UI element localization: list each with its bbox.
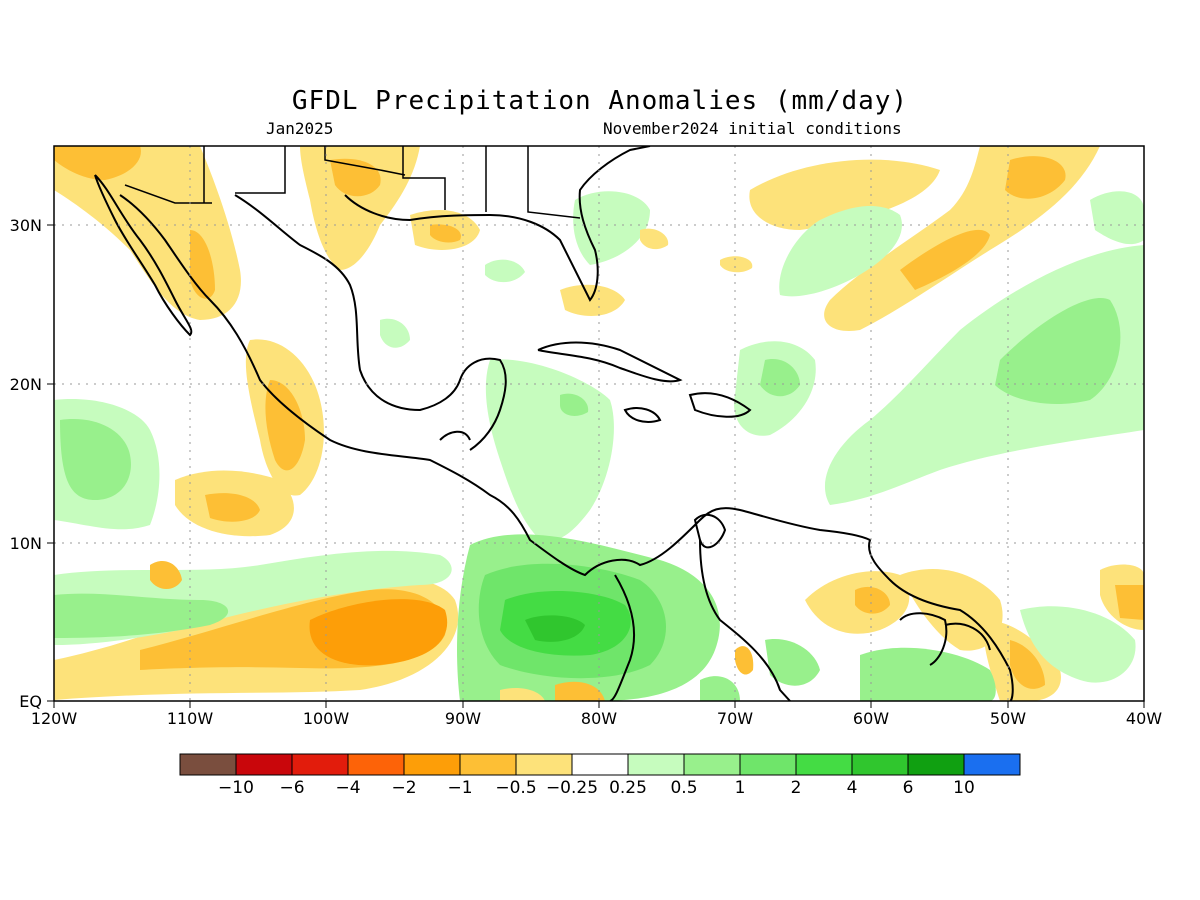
colorbar-swatch <box>291 753 349 776</box>
colorbar-tick-label: 6 <box>903 778 914 798</box>
colorbar-swatch <box>347 753 405 776</box>
x-axis-labels: 120W 110W 100W 90W 80W 70W 60W 50W 40W <box>31 709 1162 728</box>
x-tick-label: 80W <box>581 709 617 728</box>
colorbar-tick-label: −1 <box>447 778 472 798</box>
x-tick-label: 60W <box>853 709 889 728</box>
x-tick-label: 70W <box>717 709 753 728</box>
colombia-wet-core <box>457 534 720 701</box>
gridlines <box>54 146 1144 701</box>
y-tick-label: EQ <box>19 692 42 711</box>
colorbar-swatch <box>907 753 965 776</box>
colorbar-swatch <box>627 753 685 776</box>
x-tick-label: 110W <box>167 709 214 728</box>
forecast-month: Jan2025 <box>266 119 334 138</box>
borders <box>124 146 581 219</box>
initial-conditions-label: November2024 initial conditions <box>603 119 902 138</box>
colorbar <box>179 753 1021 776</box>
colorbar-tick-label: 0.25 <box>609 778 647 798</box>
colorbar-swatch <box>459 753 517 776</box>
colorbar-tick-label: 2 <box>791 778 802 798</box>
coastlines <box>94 146 1014 701</box>
x-tick-label: 100W <box>303 709 350 728</box>
colorbar-tick-label: −0.5 <box>495 778 536 798</box>
colorbar-swatch <box>739 753 797 776</box>
colorbar-tick-label: −6 <box>279 778 304 798</box>
colorbar-swatch <box>515 753 573 776</box>
x-tick-label: 50W <box>990 709 1026 728</box>
pacific-dry-band <box>54 575 459 700</box>
colorbar-tick-label: −2 <box>391 778 416 798</box>
chart-title: GFDL Precipitation Anomalies (mm/day) <box>291 86 909 116</box>
colorbar-tick-label: −4 <box>335 778 360 798</box>
colorbar-tick-label: 4 <box>847 778 858 798</box>
tick-marks <box>47 224 1145 708</box>
colorbar-tick-label: 10 <box>953 778 975 798</box>
anomaly-field <box>54 146 1144 701</box>
y-axis-labels: EQ 10N 20N 30N <box>10 216 42 711</box>
colorbar-swatch <box>683 753 741 776</box>
x-tick-label: 120W <box>31 709 78 728</box>
colorbar-swatch <box>235 753 293 776</box>
x-tick-label: 90W <box>445 709 481 728</box>
colorbar-tick-label: −0.25 <box>546 778 598 798</box>
colorbar-swatch <box>571 753 629 776</box>
colorbar-tick-label: 0.5 <box>670 778 697 798</box>
colorbar-tick-label: 1 <box>735 778 746 798</box>
y-tick-label: 10N <box>10 534 42 553</box>
colorbar-swatch <box>963 753 1021 776</box>
colorbar-swatch <box>795 753 853 776</box>
colorbar-swatch <box>403 753 461 776</box>
y-tick-label: 20N <box>10 375 42 394</box>
colorbar-swatch <box>851 753 909 776</box>
colorbar-swatch <box>179 753 237 776</box>
colorbar-tick-label: −10 <box>218 778 254 798</box>
x-tick-label: 40W <box>1126 709 1162 728</box>
colorbar-labels: −10 −6 −4 −2 −1 −0.5 −0.25 0.25 0.5 1 2 4 6 10 <box>218 778 975 798</box>
y-tick-label: 30N <box>10 216 42 235</box>
